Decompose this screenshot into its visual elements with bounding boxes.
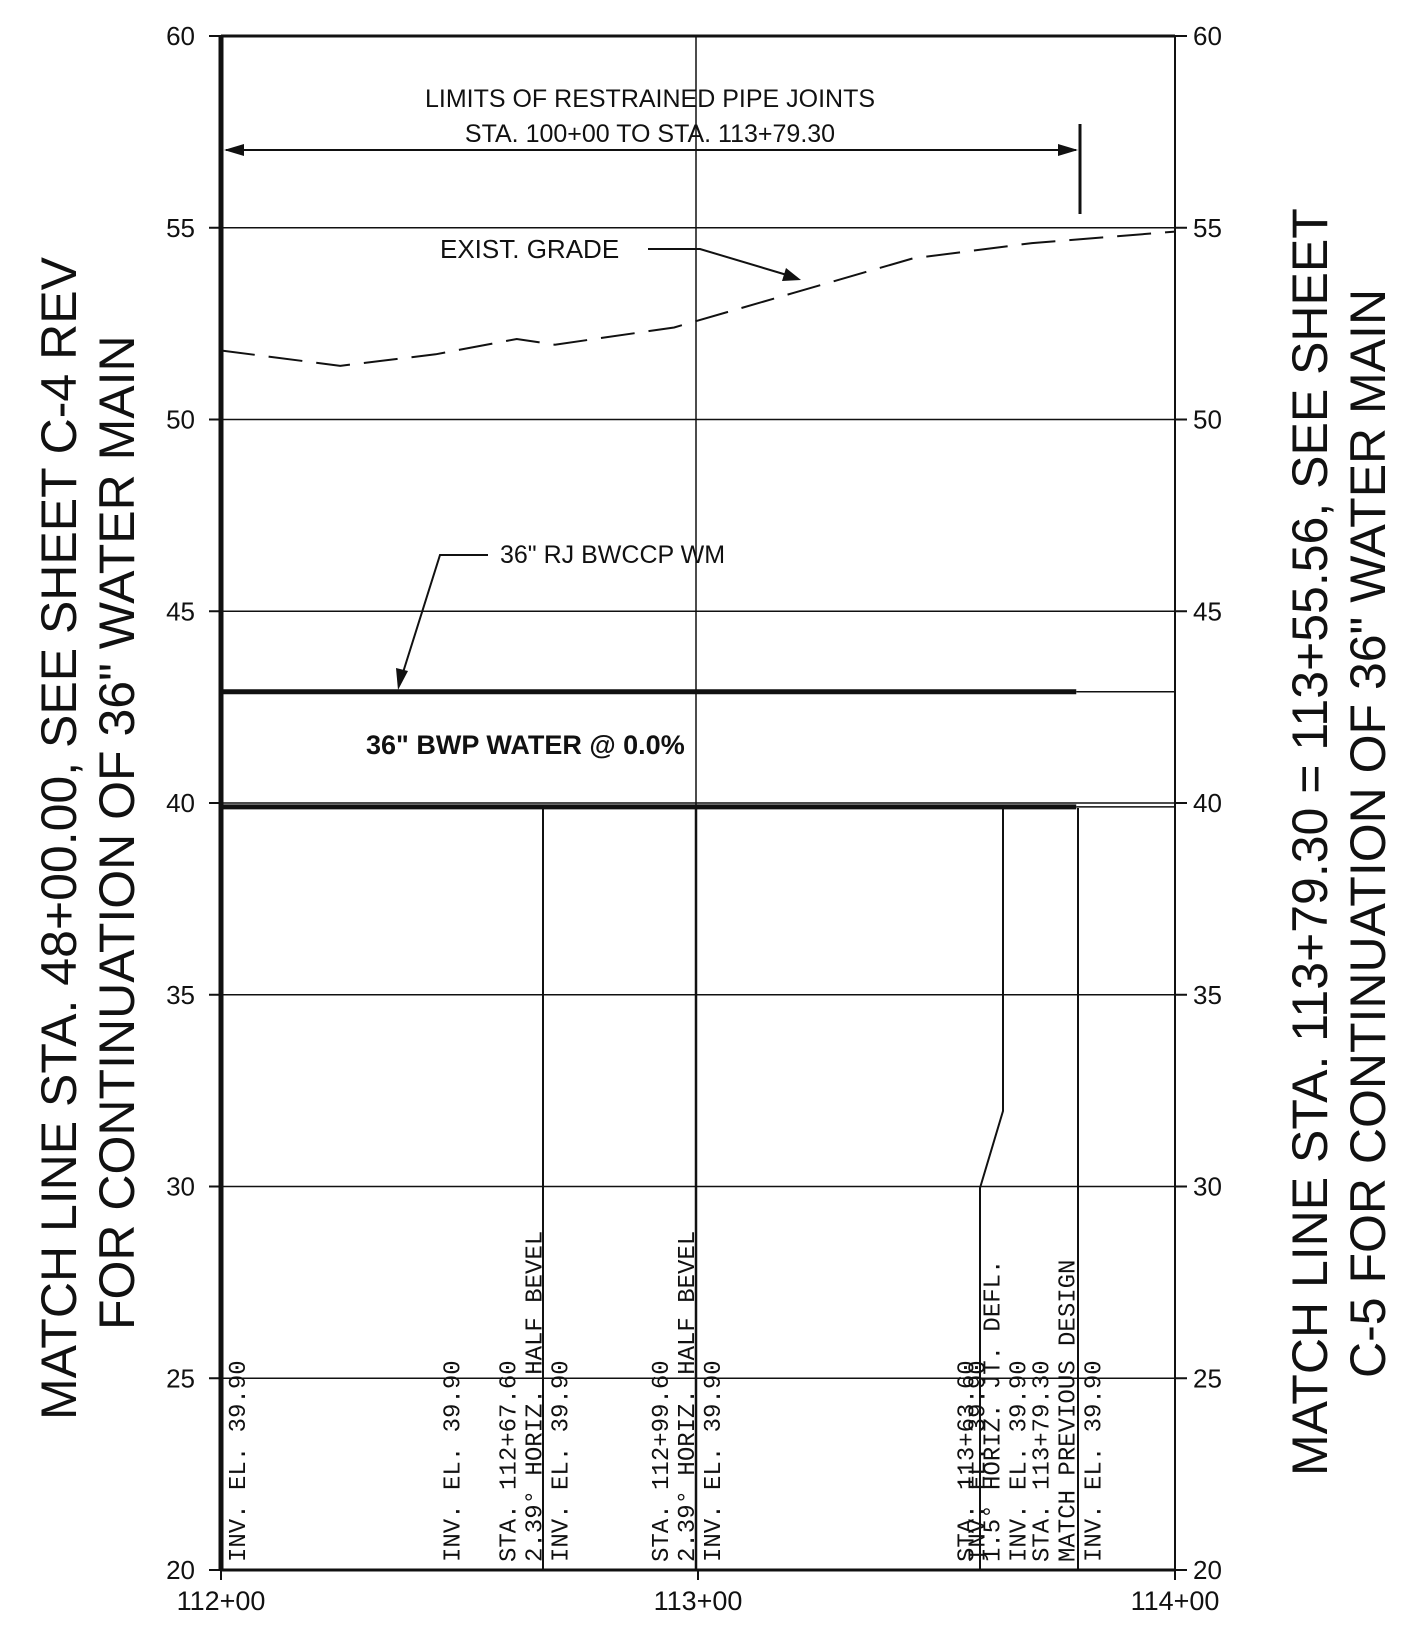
station-ticks: 112+00 113+00 114+00 — [177, 1570, 1220, 1616]
exist-grade-label: EXIST. GRADE — [440, 234, 619, 264]
arrowhead-right — [1058, 144, 1078, 156]
pipe-leader-line — [399, 554, 488, 683]
restrained-joints-dimension: LIMITS OF RESTRAINED PIPE JOINTS STA. 10… — [224, 85, 1082, 214]
elevation-label-right: 20 — [1193, 1555, 1222, 1585]
existing-grade-line — [220, 230, 1176, 367]
station-label-text: MATCH PREVIOUS DESIGN — [1055, 1260, 1082, 1562]
station-label-text: 1.5° HORIZ. JT. DEFL. — [980, 1260, 1007, 1562]
elevation-label-left: 35 — [166, 980, 195, 1010]
station-label: 112+00 — [177, 1586, 266, 1616]
station-callouts — [542, 808, 1079, 1570]
match-line-right-1: MATCH LINE STA. 113+79.30 = 113+55.56, S… — [1282, 208, 1338, 1476]
elevation-label-right: 45 — [1193, 596, 1222, 626]
station-label-text: INV. EL. 39.90 — [441, 1360, 468, 1562]
elevation-label-right: 40 — [1193, 788, 1222, 818]
exist-grade-leader — [648, 248, 798, 279]
pipe-profile-label: 36" BWP WATER @ 0.0% — [366, 730, 685, 760]
elevation-label-right: 50 — [1193, 405, 1222, 435]
elevation-label-right: 35 — [1193, 980, 1222, 1010]
station-label: 114+00 — [1131, 1586, 1220, 1616]
elevation-label-right: 30 — [1193, 1172, 1222, 1202]
restrained-limits-line2: STA. 100+00 TO STA. 113+79.30 — [465, 120, 835, 148]
match-line-right-2: C-5 FOR CONTINUATION OF 36" WATER MAIN — [1340, 289, 1396, 1378]
station-label-text: INV. EL. 39.90 — [548, 1360, 575, 1562]
elevation-label-left: 45 — [166, 596, 195, 626]
station-vertical-labels: INV. EL. 39.90 INV. EL. 39.90 STA. 112+67.… — [226, 1231, 1108, 1562]
pipe-leader-label: 36" RJ BWCCP WM — [500, 541, 725, 569]
station-label-text: STA. 113+63.60 — [954, 1360, 981, 1562]
elevation-label-left: 60 — [166, 21, 195, 51]
elevation-label-left: 25 — [166, 1363, 195, 1393]
water-main-pipe — [221, 689, 1175, 810]
station-label-text: INV. EL. 39.90 — [226, 1360, 253, 1562]
arrowhead-left — [224, 144, 244, 156]
restrained-limits-line1: LIMITS OF RESTRAINED PIPE JOINTS — [425, 85, 875, 113]
pipe-leader-arrowhead — [396, 668, 408, 690]
pipe-leader-callout: 36" RJ BWCCP WM — [396, 541, 725, 690]
station-label-text: INV. EL. 39.90 — [701, 1360, 728, 1562]
elevation-label-left: 40 — [166, 788, 195, 818]
elevation-label-left: 20 — [166, 1555, 195, 1585]
elevation-ticks-left: 20 25 30 35 40 45 50 55 60 — [166, 21, 221, 1585]
match-line-left-1: MATCH LINE STA. 48+00.00, SEE SHEET C-4 … — [31, 256, 87, 1420]
elevation-label-left: 30 — [166, 1172, 195, 1202]
exist-grade-arrowhead — [782, 268, 801, 281]
elevation-label-left: 50 — [166, 405, 195, 435]
station-label-text: 2.39° HORIZ. HALF BEVEL — [522, 1231, 549, 1562]
elevation-label-left: 55 — [166, 213, 195, 243]
elevation-label-right: 25 — [1193, 1363, 1222, 1393]
elevation-label-right: 60 — [1193, 21, 1222, 51]
match-line-left-2: FOR CONTINUATION OF 36" WATER MAIN — [89, 335, 145, 1330]
elevation-ticks-right: 20 25 30 35 40 45 50 55 60 — [1175, 21, 1222, 1585]
elevation-label-right: 55 — [1193, 213, 1222, 243]
station-label-text: STA. 112+67.60 — [496, 1360, 523, 1562]
station-label-text: INV. EL. 39.90 — [1081, 1360, 1108, 1562]
station-label: 113+00 — [654, 1586, 743, 1616]
station-label-text: INV. EL. 39.90 — [965, 1360, 992, 1562]
station-line-113-63 — [979, 808, 1004, 1570]
station-label-text: STA. 113+79.30 — [1029, 1360, 1056, 1562]
station-label-text: INV. EL. 39.90 — [1006, 1360, 1033, 1562]
station-label-text: 2.39° HORIZ. HALF BEVEL — [675, 1231, 702, 1562]
existing-grade-callout: EXIST. GRADE — [440, 234, 801, 281]
station-label-text: STA. 112+99.60 — [649, 1360, 676, 1562]
